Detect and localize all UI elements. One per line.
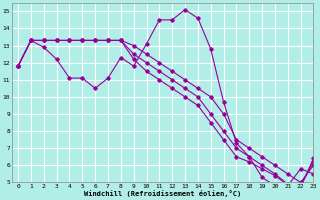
X-axis label: Windchill (Refroidissement éolien,°C): Windchill (Refroidissement éolien,°C) <box>84 190 241 197</box>
